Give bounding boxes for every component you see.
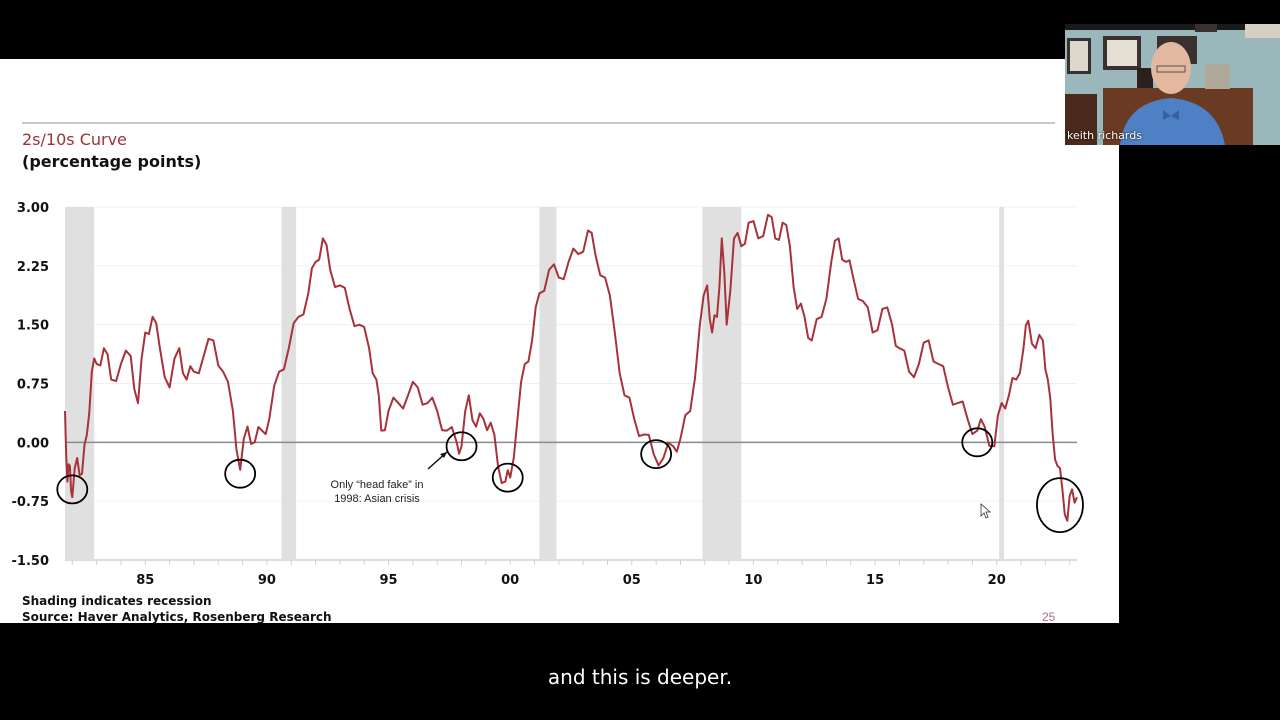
mouse-cursor-icon: [980, 503, 992, 519]
inversion-circle: [961, 427, 994, 458]
subtitle-caption: and this is deeper.: [547, 665, 733, 689]
svg-text:15: 15: [866, 573, 884, 588]
svg-text:20: 20: [988, 573, 1006, 588]
arrow-head-icon: [440, 452, 447, 458]
svg-text:85: 85: [136, 573, 154, 588]
svg-text:2.25: 2.25: [17, 260, 49, 275]
svg-text:3.00: 3.00: [17, 201, 49, 216]
recession-shading: [65, 207, 1005, 560]
line-chart: 3.00 2.25 1.50 0.75 0.00 -0.75 -1.50 85 90 95 00 0…: [12, 201, 1084, 588]
participant-name: keith richards: [1067, 129, 1142, 142]
presentation-slide: 2s/10s Curve (percentage points) Shading…: [0, 59, 1119, 624]
inversion-circle: [491, 462, 524, 493]
grid-lines: [65, 206, 1077, 565]
spread-series-line: [64, 213, 1078, 522]
head-fake-annotation: Only “head fake” in 1998: Asian crisis: [331, 451, 448, 505]
annotation-line1: Only “head fake” in: [331, 479, 424, 491]
svg-text:0.00: 0.00: [17, 436, 49, 451]
footnote-source: Source: Haver Analytics, Rosenberg Resea…: [22, 610, 332, 624]
svg-text:-0.75: -0.75: [12, 495, 49, 510]
x-axis-labels: 85 90 95 00 05 10 15 20: [136, 573, 1006, 588]
svg-text:90: 90: [258, 573, 276, 588]
svg-text:05: 05: [623, 573, 641, 588]
svg-text:1.50: 1.50: [17, 319, 49, 334]
inversion-circle: [56, 474, 89, 505]
svg-text:0.75: 0.75: [17, 378, 49, 393]
svg-text:95: 95: [380, 573, 398, 588]
chart-title: 2s/10s Curve: [22, 130, 127, 149]
inversion-circles: [56, 427, 1084, 533]
inversion-circle: [445, 431, 478, 462]
participant-video-tile[interactable]: keith richards: [1065, 24, 1280, 145]
inversion-circle: [224, 458, 257, 489]
chart-subtitle: (percentage points): [22, 152, 202, 171]
top-divider: [22, 122, 1055, 124]
inversion-circle: [1036, 477, 1084, 533]
y-axis-labels: 3.00 2.25 1.50 0.75 0.00 -0.75 -1.50: [12, 201, 49, 569]
svg-text:00: 00: [501, 573, 519, 588]
participant-video-feed: [1065, 24, 1280, 145]
svg-text:-1.50: -1.50: [12, 554, 49, 569]
page-number: 25: [1042, 610, 1056, 624]
annotation-line2: 1998: Asian crisis: [334, 493, 420, 505]
footnote-shading: Shading indicates recession: [22, 594, 212, 608]
svg-text:10: 10: [744, 573, 762, 588]
inversion-circle: [640, 439, 673, 470]
